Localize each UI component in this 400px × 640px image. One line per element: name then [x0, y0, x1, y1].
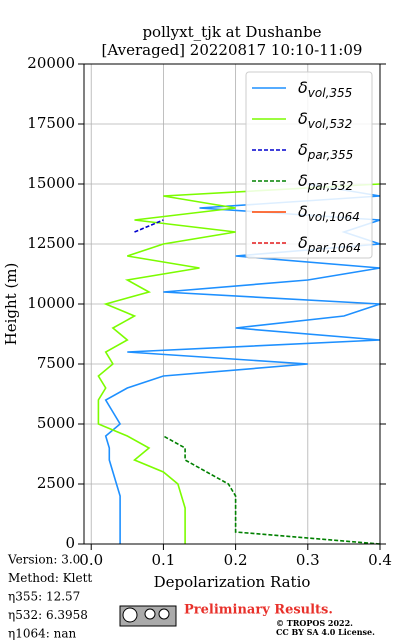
x-tick-label: 0.0 — [79, 551, 103, 569]
info-line: Method: Klett — [8, 571, 92, 585]
legend: δvol,355 δvol,532 δpar,355 δpar,532 δvol,106… — [245, 71, 373, 259]
info-line: η532: 6.3958 — [8, 608, 88, 622]
info-line: η355: 12.57 — [8, 590, 80, 604]
notice: Preliminary Results. — [184, 603, 333, 618]
copyright: CC BY SA 4.0 License. — [276, 627, 375, 637]
info-line: Version: 3.0 — [7, 553, 80, 567]
legend-label: δvol,1064 — [298, 202, 360, 224]
x-tick-label: 0.1 — [151, 551, 175, 569]
y-tick-label: 0 — [65, 534, 75, 552]
y-tick-label: 7500 — [37, 354, 75, 372]
y-tick-label: 20000 — [27, 54, 75, 72]
line-series — [163, 435, 381, 545]
chart-title: pollyxt_tjk at Dushanbe — [142, 23, 321, 41]
y-tick-label: 12500 — [27, 234, 75, 252]
legend-box — [245, 71, 373, 259]
y-tick-label: 15000 — [27, 174, 75, 192]
y-tick-label: 5000 — [37, 414, 75, 432]
legend-label: δpar,355 — [298, 140, 353, 162]
legend-label: δpar,532 — [298, 171, 353, 193]
line-series — [134, 219, 164, 233]
info-line: η1064: nan — [8, 627, 76, 640]
y-axis-label: Height (m) — [2, 263, 20, 346]
y-tick-label: 10000 — [27, 294, 75, 312]
x-axis-label: Depolarization Ratio — [154, 573, 311, 591]
x-tick-label: 0.3 — [296, 551, 320, 569]
chart-subtitle: [Averaged] 20220817 10:10-11:09 — [102, 41, 363, 59]
legend-label: δvol,532 — [298, 109, 352, 131]
x-tick-label: 0.2 — [224, 551, 248, 569]
y-tick-label: 17500 — [27, 114, 75, 132]
copyright: © TROPOS 2022. — [276, 618, 353, 628]
cc-logo — [119, 605, 177, 627]
line-series — [97, 183, 381, 544]
y-tick-label: 2500 — [37, 474, 75, 492]
legend-label: δpar,1064 — [298, 233, 361, 255]
legend-label: δvol,355 — [298, 78, 352, 100]
x-tick-label: 0.4 — [368, 551, 392, 569]
plot-frame — [83, 63, 381, 545]
